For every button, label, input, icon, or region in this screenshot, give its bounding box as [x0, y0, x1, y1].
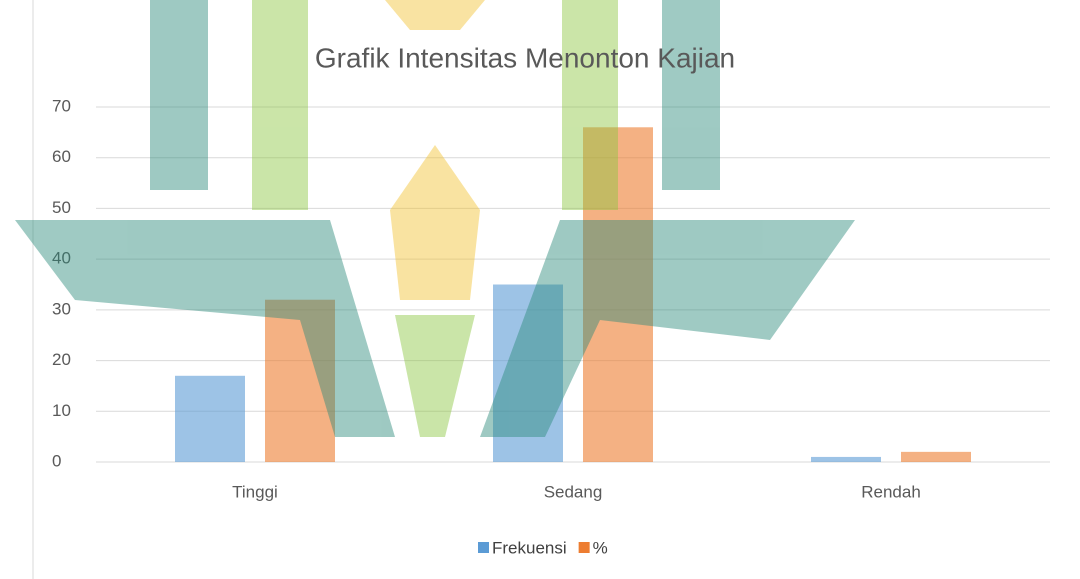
x-tick-label: Rendah	[861, 482, 921, 501]
y-tick-label: 50	[52, 198, 71, 217]
bar	[811, 457, 881, 462]
y-tick-label: 20	[52, 350, 71, 369]
watermark-shape	[150, 0, 208, 190]
x-tick-label: Tinggi	[232, 482, 278, 501]
watermark-shape	[662, 0, 720, 190]
y-tick-label: 70	[52, 96, 71, 115]
legend-swatch	[579, 542, 590, 553]
watermark-shape	[385, 0, 485, 30]
x-tick-label: Sedang	[544, 482, 603, 501]
y-tick-label: 0	[52, 451, 61, 470]
bar	[175, 376, 245, 462]
legend-swatch	[478, 542, 489, 553]
watermark-shape	[562, 0, 618, 210]
chart: 010203040506070TinggiSedangRendah Grafik…	[0, 0, 1080, 579]
watermark-shape	[390, 145, 480, 300]
bar	[901, 452, 971, 462]
y-tick-label: 30	[52, 299, 71, 318]
watermark-shape	[480, 220, 855, 437]
legend: Frekuensi%	[478, 538, 608, 557]
y-tick-label: 60	[52, 147, 71, 166]
legend-label: %	[593, 538, 608, 557]
legend-label: Frekuensi	[492, 538, 567, 557]
chart-title: Grafik Intensitas Menonton Kajian	[315, 42, 735, 73]
watermark-shape	[395, 315, 475, 437]
y-tick-label: 10	[52, 401, 71, 420]
watermark-shape	[252, 0, 308, 210]
